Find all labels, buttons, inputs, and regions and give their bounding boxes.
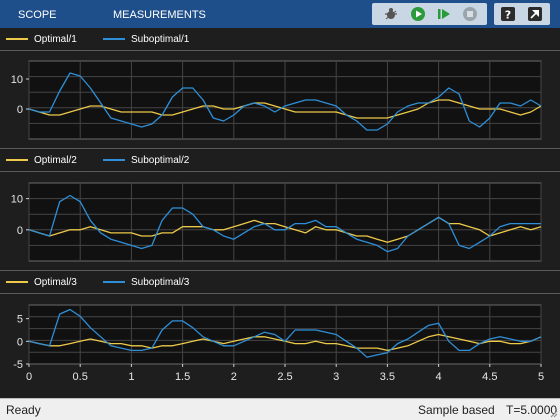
y-tick-label: 10 <box>11 194 23 206</box>
legend-entry-optimal-3[interactable]: Optimal/3 <box>6 271 77 293</box>
x-tick-label: 3 <box>333 371 339 383</box>
x-tick-label: 0.5 <box>73 371 88 383</box>
legend-label: Suboptimal/3 <box>131 276 190 288</box>
svg-text:?: ? <box>505 9 511 22</box>
y-tick-label: 0 <box>17 336 23 348</box>
legend-divider <box>0 293 560 294</box>
x-tick-label: 2 <box>231 371 237 383</box>
optimal-line-2 <box>28 216 542 243</box>
y-tick-label: -5 <box>13 359 23 371</box>
y-tick-label: 10 <box>11 74 23 86</box>
legend-line-icon <box>6 38 28 40</box>
suboptimal-line-3 <box>28 308 542 358</box>
legend-label: Optimal/3 <box>34 276 77 288</box>
panel-divider <box>0 148 560 149</box>
legend-entry-suboptimal-2[interactable]: Suboptimal/2 <box>103 149 189 171</box>
suboptimal-line-1 <box>28 72 542 131</box>
legend-line-icon <box>103 281 125 283</box>
x-tick-label: 1 <box>128 371 134 383</box>
y-tick-label: 0 <box>17 104 23 116</box>
help-controls: ? <box>494 3 550 25</box>
panel-divider <box>0 270 560 271</box>
x-tick-label: 5 <box>538 371 544 383</box>
legend-label: Suboptimal/1 <box>131 33 190 45</box>
help-icon[interactable]: ? <box>499 5 517 23</box>
legend-label: Suboptimal/2 <box>131 154 190 166</box>
sample-mode: Sample based <box>418 403 495 417</box>
legend-entry-optimal-1[interactable]: Optimal/1 <box>6 28 77 50</box>
stop-icon[interactable] <box>461 5 479 23</box>
x-tick-label: 1.5 <box>175 371 190 383</box>
legend-label: Optimal/1 <box>34 33 77 45</box>
x-tick-label: 4.5 <box>482 371 497 383</box>
legend-2: Optimal/2 Suboptimal/2 <box>0 149 560 171</box>
suboptimal-line-2 <box>28 194 541 253</box>
legend-divider <box>0 50 560 51</box>
y-tick-label: 0 <box>17 225 23 237</box>
undock-icon[interactable] <box>526 5 544 23</box>
x-tick-label: 2.5 <box>277 371 292 383</box>
x-tick-label: 0 <box>26 371 32 383</box>
step-forward-icon[interactable] <box>435 5 453 23</box>
legend-3: Optimal/3 Suboptimal/3 <box>0 271 560 293</box>
legend-line-icon <box>103 38 125 40</box>
x-tick-label: 3.5 <box>380 371 395 383</box>
legend-line-icon <box>6 281 28 283</box>
legend-divider <box>0 171 560 172</box>
legend-entry-optimal-2[interactable]: Optimal/2 <box>6 149 77 171</box>
tab-measurements[interactable]: MEASUREMENTS <box>113 9 206 21</box>
simulation-controls <box>372 3 487 25</box>
x-tick-label: 4 <box>436 371 442 383</box>
legend-entry-suboptimal-1[interactable]: Suboptimal/1 <box>103 28 189 50</box>
run-icon[interactable] <box>409 5 427 23</box>
toolstrip: SCOPE MEASUREMENTS <box>0 0 560 28</box>
status-bar: Ready Sample based T=5.0000 <box>0 398 560 420</box>
y-tick-label: 5 <box>17 314 23 326</box>
debug-icon[interactable] <box>382 5 400 23</box>
legend-1: Optimal/1 Suboptimal/1 <box>0 28 560 50</box>
simulation-time: T=5.0000 <box>506 403 558 417</box>
legend-line-icon <box>6 159 28 161</box>
status-text: Ready <box>6 403 41 417</box>
resize-grip-icon[interactable] <box>550 410 558 418</box>
legend-label: Optimal/2 <box>34 154 77 166</box>
legend-entry-suboptimal-3[interactable]: Suboptimal/3 <box>103 271 189 293</box>
tab-scope[interactable]: SCOPE <box>18 9 57 21</box>
optimal-line-1 <box>28 99 542 119</box>
legend-line-icon <box>103 159 125 161</box>
